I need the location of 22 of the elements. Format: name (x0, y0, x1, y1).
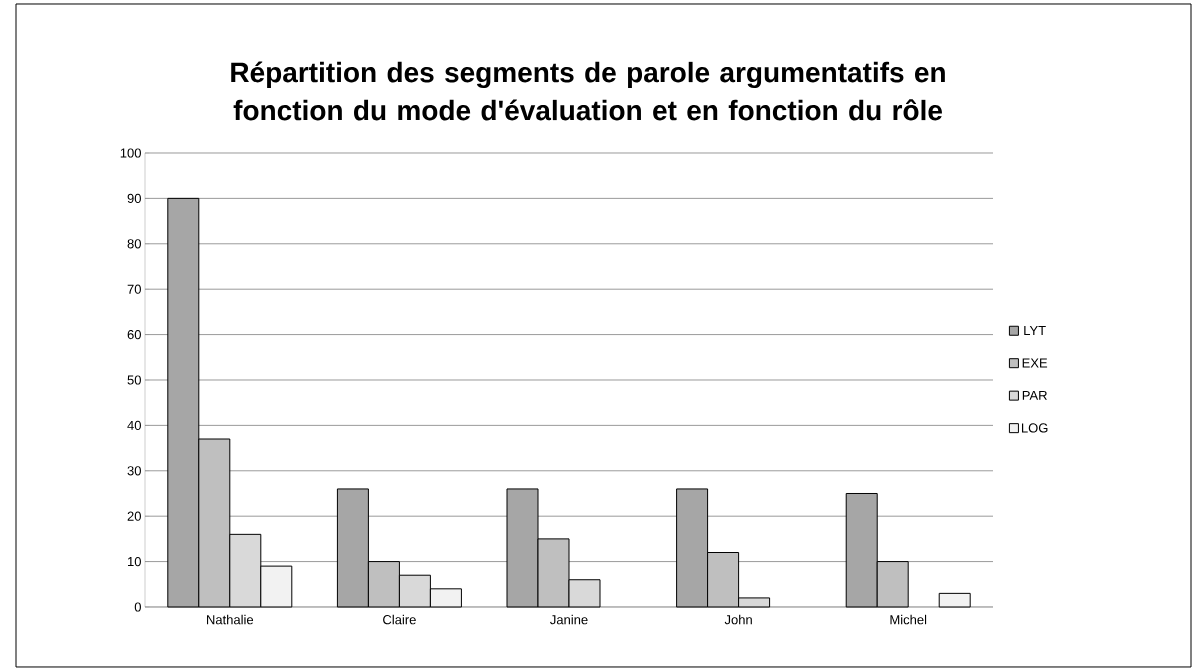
x-tick-label: John (724, 614, 752, 625)
x-tick-label: Michel (890, 614, 927, 625)
y-tick-label: 30 (127, 466, 141, 476)
legend-label: EXE (1022, 358, 1048, 368)
y-tick-label: 80 (127, 239, 141, 249)
x-tick-label: Janine (550, 614, 588, 625)
y-tick-label: 100 (120, 148, 141, 158)
y-tick-label: 40 (127, 420, 141, 430)
legend-label: LYT (1024, 326, 1046, 335)
y-tick-label: 10 (128, 556, 141, 567)
legend-label: LOG (1021, 423, 1048, 433)
y-tick-label: 50 (127, 375, 141, 385)
x-tick-label: Claire (383, 614, 416, 625)
x-tick-label: Nathalie (207, 614, 254, 625)
y-tick-label: 90 (127, 193, 141, 203)
y-tick-label: 70 (127, 284, 141, 294)
chart-title: Répartition des segments de parole argumentatifs en fonction du mode d'évaluation et en fonction du rôle (231, 61, 945, 121)
y-tick-label: 20 (127, 511, 141, 521)
bar (938, 592, 971, 608)
y-tick-label: 0 (134, 602, 141, 612)
legend-label: PAR (1022, 390, 1047, 400)
y-tick-label: 60 (127, 329, 141, 340)
